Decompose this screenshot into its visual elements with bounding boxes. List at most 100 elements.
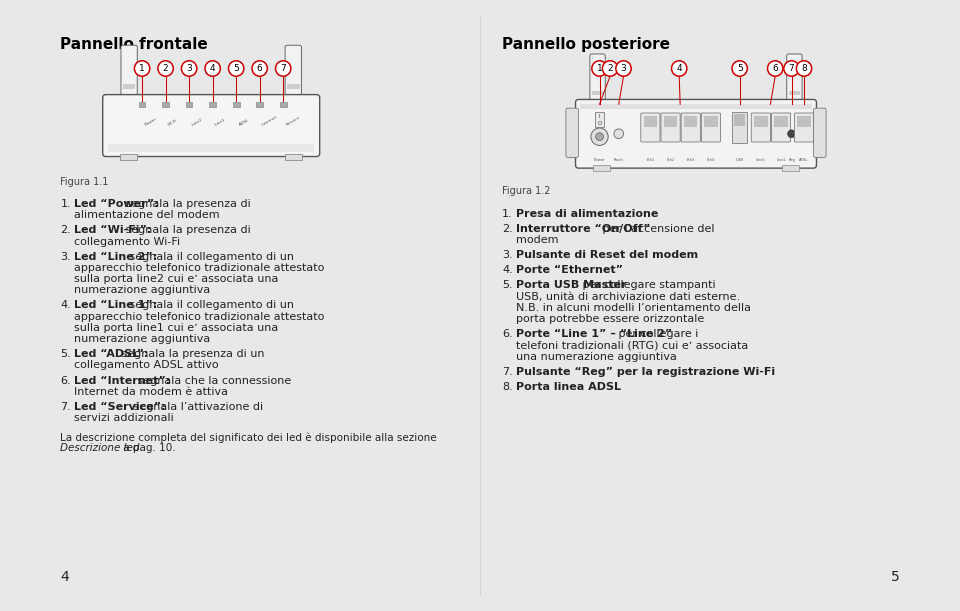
FancyBboxPatch shape (575, 100, 816, 168)
Bar (280, 102, 287, 107)
Circle shape (768, 60, 782, 76)
Circle shape (603, 60, 617, 76)
Text: porta potrebbe essere orizzontale: porta potrebbe essere orizzontale (516, 314, 704, 324)
Bar (162, 102, 169, 107)
Text: segnala che la connessione: segnala che la connessione (133, 376, 291, 386)
Text: Led “Power”:: Led “Power”: (74, 199, 158, 209)
Text: 5.: 5. (502, 280, 513, 290)
Text: 6: 6 (773, 64, 778, 73)
Text: collegamento Wi-Fi: collegamento Wi-Fi (74, 236, 180, 247)
Bar (704, 116, 718, 128)
Text: segnala la presenza di un: segnala la presenza di un (118, 349, 264, 359)
Text: Internet da modem è attiva: Internet da modem è attiva (74, 387, 228, 397)
FancyBboxPatch shape (751, 113, 770, 142)
Text: per collegare i: per collegare i (615, 329, 699, 339)
Text: servizi addizionali: servizi addizionali (74, 413, 174, 423)
Text: 8: 8 (802, 64, 806, 73)
Text: numerazione aggiuntiva: numerazione aggiuntiva (74, 334, 210, 344)
FancyBboxPatch shape (701, 113, 720, 142)
Circle shape (797, 60, 811, 76)
Bar (797, 116, 810, 126)
Bar (209, 102, 216, 107)
Text: Led “ADSL”:: Led “ADSL”: (74, 349, 148, 359)
Text: 5.: 5. (60, 349, 71, 359)
Bar (285, 153, 302, 160)
Text: alimentazione del modem: alimentazione del modem (74, 210, 220, 221)
Bar (120, 153, 137, 160)
Text: collegamento ADSL attivo: collegamento ADSL attivo (74, 360, 219, 370)
Text: a pag. 10.: a pag. 10. (120, 443, 176, 453)
FancyBboxPatch shape (565, 108, 578, 158)
Text: Porta linea ADSL: Porta linea ADSL (516, 382, 620, 392)
Text: Pannello posteriore: Pannello posteriore (502, 37, 670, 51)
Circle shape (591, 60, 607, 76)
Bar (232, 102, 239, 107)
Bar (732, 112, 747, 143)
Circle shape (157, 60, 173, 76)
Text: 4.: 4. (60, 301, 71, 310)
Bar (664, 116, 678, 128)
Circle shape (732, 60, 747, 76)
Bar (754, 116, 768, 126)
Text: 7.: 7. (60, 402, 71, 412)
Text: Line2: Line2 (191, 117, 204, 126)
Text: Line2: Line2 (756, 158, 766, 163)
Text: 1: 1 (139, 64, 145, 73)
Text: 3: 3 (621, 64, 626, 73)
Text: La descrizione completa del significato dei led è disponibile alla sezione: La descrizione completa del significato … (60, 432, 437, 442)
Text: 5: 5 (737, 64, 742, 73)
Circle shape (590, 128, 609, 145)
Circle shape (204, 60, 220, 76)
Text: ADSL: ADSL (800, 158, 808, 163)
Text: Pulsante “Reg” per la registrazione Wi-Fi: Pulsante “Reg” per la registrazione Wi-F… (516, 367, 775, 376)
Text: Led “Internet”:: Led “Internet”: (74, 376, 170, 386)
Text: USB, unità di archiviazione dati esterne.: USB, unità di archiviazione dati esterne… (516, 291, 739, 302)
FancyBboxPatch shape (589, 54, 605, 104)
Text: I: I (599, 114, 600, 119)
Text: Wi-Fi: Wi-Fi (167, 118, 179, 126)
Text: Descrizione led: Descrizione led (60, 443, 140, 453)
Text: 1.: 1. (60, 199, 71, 209)
Bar (643, 116, 657, 128)
Text: modem: modem (516, 235, 558, 245)
Bar (287, 84, 300, 89)
Text: Pulsante di Reset del modem: Pulsante di Reset del modem (516, 250, 698, 260)
Text: Led “Service”:: Led “Service”: (74, 402, 165, 412)
Text: segnala la presenza di: segnala la presenza di (122, 225, 251, 235)
Text: O: O (597, 121, 602, 126)
FancyBboxPatch shape (660, 113, 680, 142)
Bar (774, 116, 787, 126)
Circle shape (616, 60, 632, 76)
Bar (108, 144, 314, 152)
Text: 5: 5 (891, 570, 900, 584)
FancyBboxPatch shape (285, 45, 301, 100)
Bar (591, 91, 604, 95)
Text: per l’accensione del: per l’accensione del (599, 224, 715, 234)
Text: 6: 6 (257, 64, 262, 73)
Text: telefoni tradizionali (RTG) cui eʼ associata: telefoni tradizionali (RTG) cui eʼ assoc… (516, 340, 748, 350)
FancyBboxPatch shape (641, 113, 660, 142)
Text: apparecchio telefonico tradizionale attestato: apparecchio telefonico tradizionale atte… (74, 312, 324, 321)
Text: Line1: Line1 (215, 117, 227, 126)
Text: Figura 1.1: Figura 1.1 (60, 177, 108, 186)
Text: Eth1: Eth1 (646, 158, 655, 163)
Text: segnala il collegamento di un: segnala il collegamento di un (126, 301, 294, 310)
Text: USB: USB (735, 158, 744, 163)
Bar (592, 165, 611, 171)
Circle shape (252, 60, 267, 76)
Text: apparecchio telefonico tradizionale attestato: apparecchio telefonico tradizionale atte… (74, 263, 324, 273)
Text: 5: 5 (233, 64, 239, 73)
FancyBboxPatch shape (103, 95, 320, 156)
Bar (733, 114, 745, 125)
Text: Eth3: Eth3 (686, 158, 695, 163)
Text: Line1: Line1 (776, 158, 786, 163)
Text: segnala l’attivazione di: segnala l’attivazione di (130, 402, 263, 412)
Bar (185, 102, 192, 107)
FancyBboxPatch shape (814, 108, 826, 158)
Text: 4.: 4. (502, 265, 513, 275)
Text: Eth2: Eth2 (666, 158, 675, 163)
Text: 2: 2 (608, 64, 612, 73)
Text: segnala il collegamento di un: segnala il collegamento di un (126, 252, 294, 262)
Text: Service: Service (285, 115, 301, 126)
Text: N.B. in alcuni modelli l’orientamento della: N.B. in alcuni modelli l’orientamento de… (516, 303, 751, 313)
